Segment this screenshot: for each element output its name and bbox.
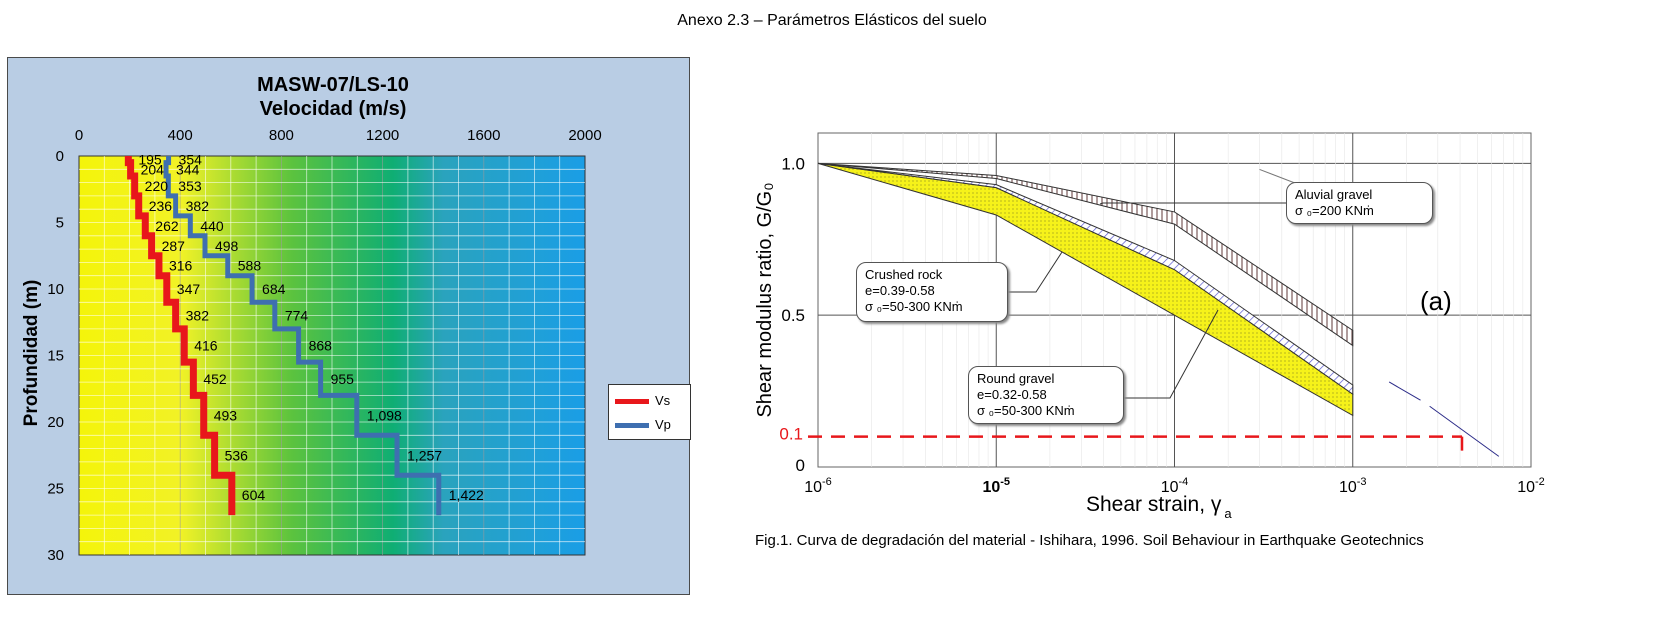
grid: [79, 156, 585, 555]
velocity-chart-panel: MASW-07/LS-10 Velocidad (m/s) Profundida…: [7, 57, 691, 595]
legend-item-vp: Vp: [615, 415, 691, 435]
x-tick-label: 1200: [366, 127, 399, 144]
extrapolation-line: [1429, 405, 1500, 457]
y-tick-label: 0: [796, 456, 805, 475]
reference-label: 0.1: [779, 425, 803, 444]
leader-aluvial: [1099, 202, 1286, 205]
x-tick-label: 10-2: [1517, 476, 1545, 496]
y-tick-label: 0: [56, 148, 64, 165]
reference-line: 0.1: [779, 425, 1464, 451]
chart-title: MASW-07/LS-10: [257, 74, 409, 96]
figure-caption: Fig.1. Curva de degradación del material…: [755, 532, 1424, 549]
y-tick-label: 30: [47, 547, 64, 564]
y-tick-label: 25: [47, 481, 64, 498]
x-tick-label: 10-5: [982, 476, 1010, 496]
data-label-vs: 416: [194, 338, 218, 354]
y-tick-label: 15: [47, 348, 64, 365]
annotation-crushed-void: e=0.39-0.58: [865, 283, 935, 298]
annotation-aluvial-title: Aluvial gravel: [1295, 187, 1373, 202]
x-tick-label: 1600: [467, 127, 500, 144]
extrapolation-line: [1388, 381, 1421, 401]
data-label-vp: 684: [262, 281, 286, 297]
legend: Vs Vp: [608, 384, 691, 440]
annotation-round-stress: σ ₀=50-300 KNṁ: [977, 403, 1075, 418]
x-tick-label: 0: [75, 127, 83, 144]
data-label-vp: 344: [176, 161, 200, 177]
data-label-vs: 536: [225, 447, 249, 463]
data-label-vp: 353: [178, 178, 202, 194]
y-tick-labels-right: 1.0 0.5 0: [781, 154, 805, 475]
y-tick-label: 1.0: [781, 154, 805, 173]
legend-swatch-vp: [615, 423, 649, 428]
x-tick-label: 10-3: [1339, 476, 1367, 496]
y-tick-label: 20: [47, 414, 64, 431]
leader-crushed: [1008, 251, 1063, 293]
x-tick-labels-right: 10-6 10-5 10-4 10-3 10-2: [804, 476, 1545, 496]
legend-item-vs: Vs: [615, 391, 691, 411]
chart-subtitle: Velocidad (m/s): [260, 98, 407, 120]
data-label-vs: 493: [214, 407, 238, 423]
data-label-vs: 220: [145, 178, 169, 194]
data-label-vp: 1,257: [407, 447, 442, 463]
y-axis-label: Profundidad (m): [21, 280, 42, 427]
data-label-vs: 195: [138, 151, 162, 167]
data-label-vs: 236: [149, 198, 173, 214]
data-label-vs: 204: [141, 161, 165, 177]
annotation-round-title: Round gravel: [977, 371, 1055, 386]
y-axis-label-right: Shear modulus ratio, G/G₀: [754, 182, 776, 417]
data-label-vp: 1,422: [449, 487, 484, 503]
annotation-round-gravel: Round gravel e=0.32-0.58 σ ₀=50-300 KNṁ: [968, 366, 1124, 424]
data-label-vs: 452: [203, 371, 227, 387]
data-label-vp: 588: [238, 258, 262, 274]
x-tick-label: 10-6: [804, 476, 832, 496]
legend-swatch-vs: [615, 399, 649, 404]
page-title: Anexo 2.3 – Parámetros Elásticos del sue…: [677, 12, 987, 29]
data-label-vp: 1,098: [367, 407, 402, 423]
velocity-chart: MASW-07/LS-10 Velocidad (m/s) Profundida…: [21, 74, 602, 564]
x-tick-label: 10-4: [1161, 476, 1189, 496]
series-line-vs: [124, 156, 236, 516]
annotation-aluvial-gravel: Aluvial gravel σ ₀=200 KNṁ: [1286, 182, 1433, 224]
data-label-vs: 316: [169, 258, 193, 274]
data-label-vp: 955: [331, 371, 355, 387]
data-label-vs: 382: [186, 308, 210, 324]
series-group: [124, 156, 442, 516]
panel-label: (a): [1420, 286, 1452, 316]
leader-round: [1124, 309, 1219, 399]
data-label-vp: 382: [186, 198, 210, 214]
data-label-vp: 774: [285, 308, 309, 324]
annotation-round-void: e=0.32-0.58: [977, 387, 1047, 402]
data-label-vs: 347: [177, 281, 201, 297]
data-label-vp: 440: [200, 218, 224, 234]
data-label-vp: 498: [215, 238, 239, 254]
y-tick-label: 0.5: [781, 306, 805, 325]
y-tick-labels: 0 5 10 15 20 25 30: [47, 148, 64, 564]
data-label-vs: 604: [242, 487, 266, 503]
annotation-crushed-rock: Crushed rock e=0.39-0.58 σ ₀=50-300 KNṁ: [856, 262, 1008, 322]
x-tick-labels: 0 400 800 1200 1600 2000: [75, 127, 602, 144]
series-line-vp: [163, 156, 442, 516]
x-tick-label: 2000: [568, 127, 601, 144]
data-label-vp: 868: [309, 338, 333, 354]
annotation-crushed-stress: σ ₀=50-300 KNṁ: [865, 299, 963, 314]
legend-label-vp: Vp: [655, 417, 671, 432]
annotation-aluvial-stress: σ ₀=200 KNṁ: [1295, 203, 1374, 218]
x-tick-label: 400: [168, 127, 193, 144]
data-label-vs: 262: [155, 218, 179, 234]
legend-label-vs: Vs: [655, 393, 671, 408]
data-label-vp: 354: [179, 151, 203, 167]
x-tick-label: 800: [269, 127, 294, 144]
y-tick-label: 10: [47, 281, 64, 298]
y-tick-label: 5: [56, 215, 64, 232]
annotation-crushed-title: Crushed rock: [865, 267, 943, 282]
data-label-vs: 287: [162, 238, 186, 254]
